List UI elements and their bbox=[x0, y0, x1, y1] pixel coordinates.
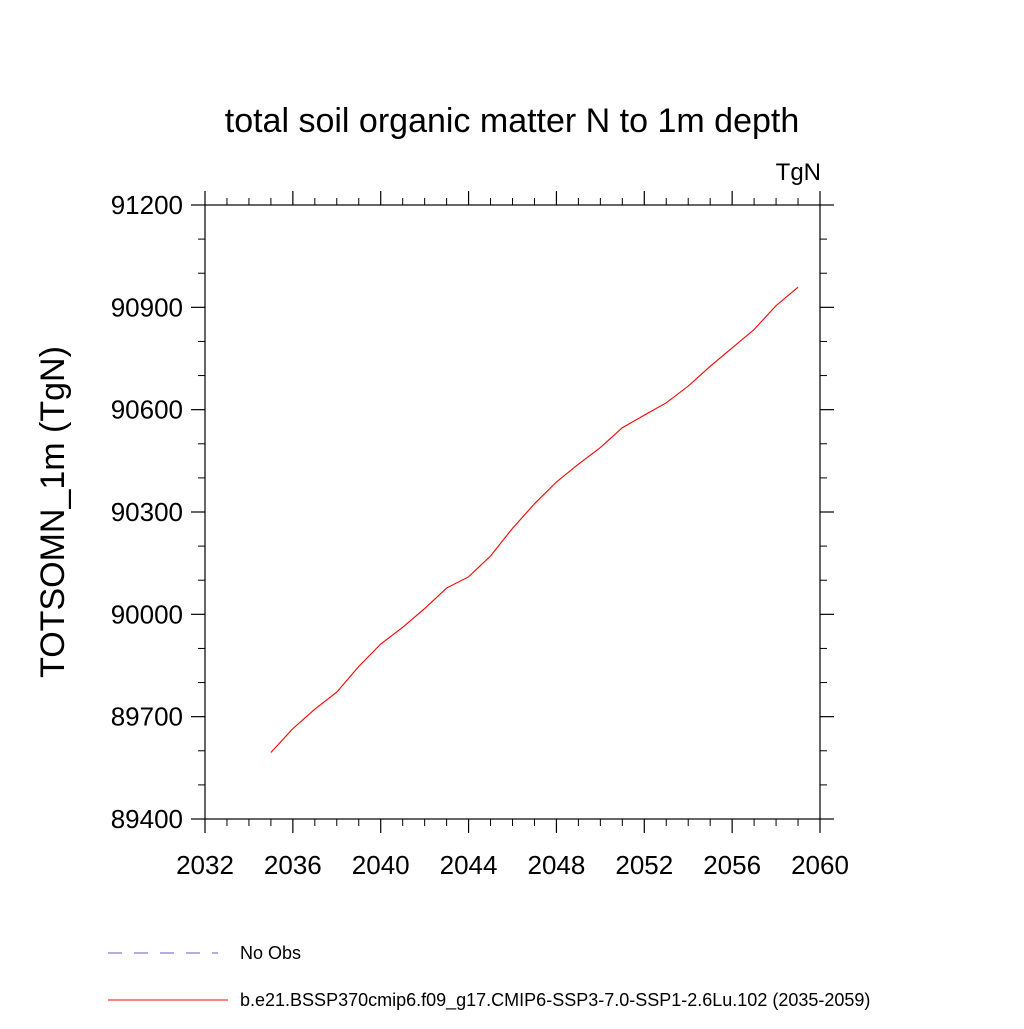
y-tick-labels: 89400 89700 90000 90300 90600 90900 91200 bbox=[111, 190, 183, 834]
x-tick-labels: 2032 2036 2040 2044 2048 2052 2056 2060 bbox=[176, 850, 849, 880]
x-tick-label: 2056 bbox=[703, 850, 761, 880]
x-tick-label: 2044 bbox=[440, 850, 498, 880]
y-tick-label: 90300 bbox=[111, 497, 183, 527]
plot-frame bbox=[204, 204, 821, 820]
y-tick-label: 91200 bbox=[111, 190, 183, 220]
series-line-1 bbox=[270, 286, 799, 753]
y-tick-label: 89700 bbox=[111, 702, 183, 732]
x-tick-label: 2040 bbox=[352, 850, 410, 880]
legend-label-no-obs: No Obs bbox=[240, 943, 301, 963]
series-layer bbox=[270, 286, 799, 753]
chart-title: total soil organic matter N to 1m depth bbox=[225, 102, 800, 140]
legend: No Obs b.e21.BSSP370cmip6.f09_g17.CMIP6-… bbox=[108, 943, 870, 1011]
y-tick-label: 90000 bbox=[111, 599, 183, 629]
units-label: TgN bbox=[776, 159, 821, 186]
x-tick-label: 2036 bbox=[264, 850, 322, 880]
y-axis-label: TOTSOMN_1m (TgN) bbox=[34, 346, 72, 678]
x-tick-label: 2052 bbox=[615, 850, 673, 880]
x-tick-label: 2032 bbox=[176, 850, 234, 880]
x-tick-label: 2060 bbox=[791, 850, 849, 880]
x-tick-label: 2048 bbox=[528, 850, 586, 880]
y-tick-label: 89400 bbox=[111, 804, 183, 834]
y-tick-label: 90900 bbox=[111, 292, 183, 322]
y-tick-label: 90600 bbox=[111, 395, 183, 425]
axis-ticks bbox=[191, 191, 834, 833]
legend-label-model: b.e21.BSSP370cmip6.f09_g17.CMIP6-SSP3-7.… bbox=[240, 990, 870, 1011]
